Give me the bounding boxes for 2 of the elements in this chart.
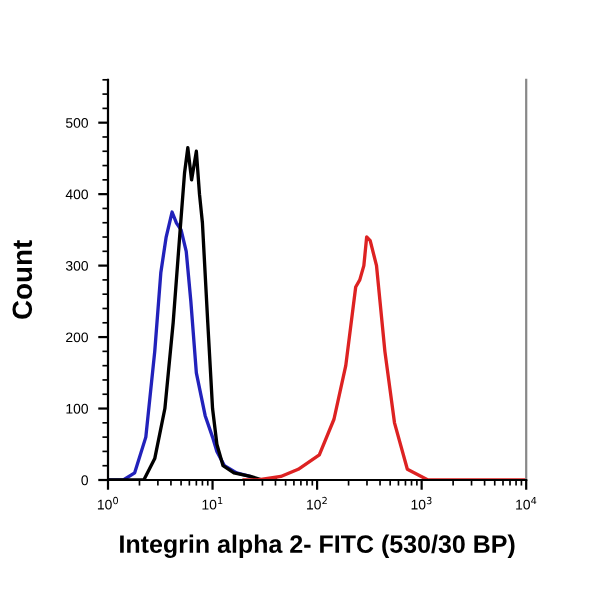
y-axis-title: Count: [12, 240, 33, 319]
x-axis-title: Integrin alpha 2- FITC (530/30 BP): [120, 534, 515, 559]
